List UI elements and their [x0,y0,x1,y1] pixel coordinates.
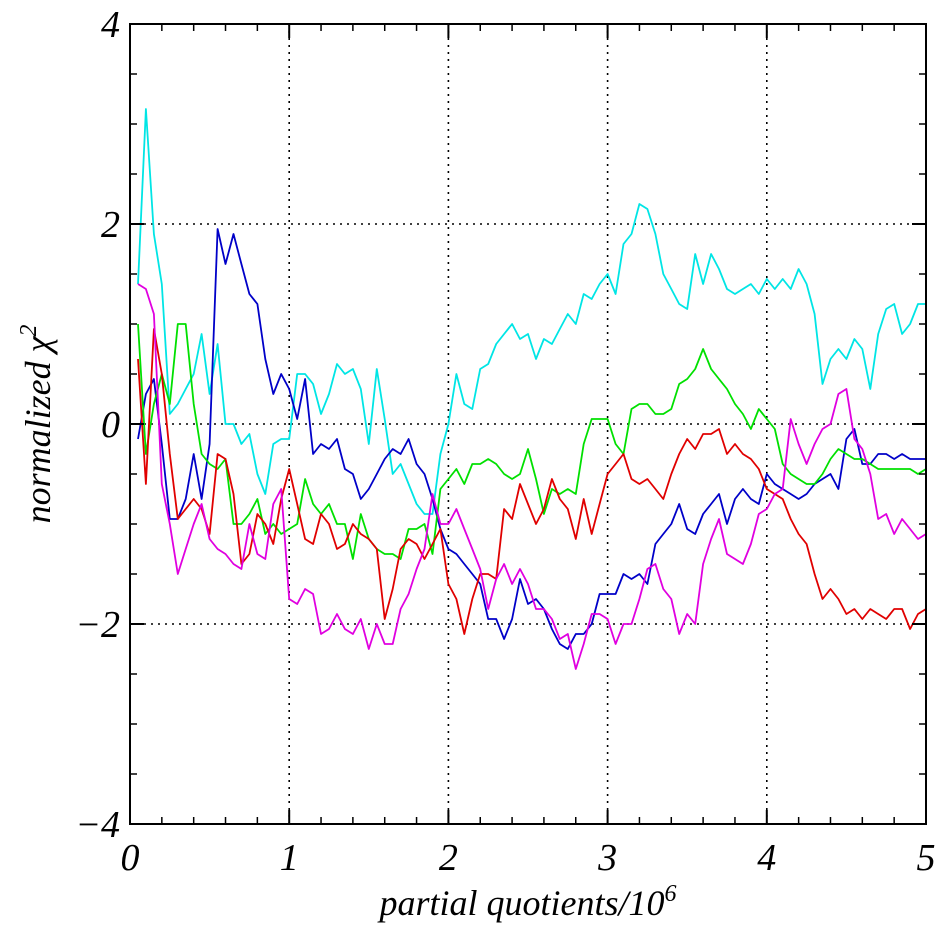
y-axis-title-superscript: 2 [16,325,42,337]
y-tick-label: −2 [75,604,120,646]
y-tick-label: 2 [101,204,120,246]
x-tick-label: 4 [757,837,776,879]
x-tick-label: 2 [439,837,458,879]
y-axis-title: normalized χ2 [16,325,58,524]
x-tick-label: 5 [917,837,936,879]
x-tick-labels: 0 1 2 3 4 5 [121,837,936,879]
y-tick-label: 4 [101,4,120,46]
y-tick-labels: −4 −2 0 2 4 [75,4,120,846]
x-tick-label: 0 [121,837,140,879]
series-line-1 [137,108,926,515]
y-tick-label: 0 [101,404,120,446]
grid-lines [130,24,926,824]
x-axis-title-superscript: 6 [665,881,677,907]
series-line-4 [137,328,927,635]
x-tick-label: 3 [597,837,617,879]
x-axis-title: partial quotients/106 [376,881,676,923]
series-line-2 [137,228,926,650]
axis-ticks [129,23,927,825]
series-line-5 [137,283,927,670]
y-tick-label: −4 [75,804,120,846]
series-lines [137,108,927,670]
x-tick-label: 1 [280,837,299,879]
